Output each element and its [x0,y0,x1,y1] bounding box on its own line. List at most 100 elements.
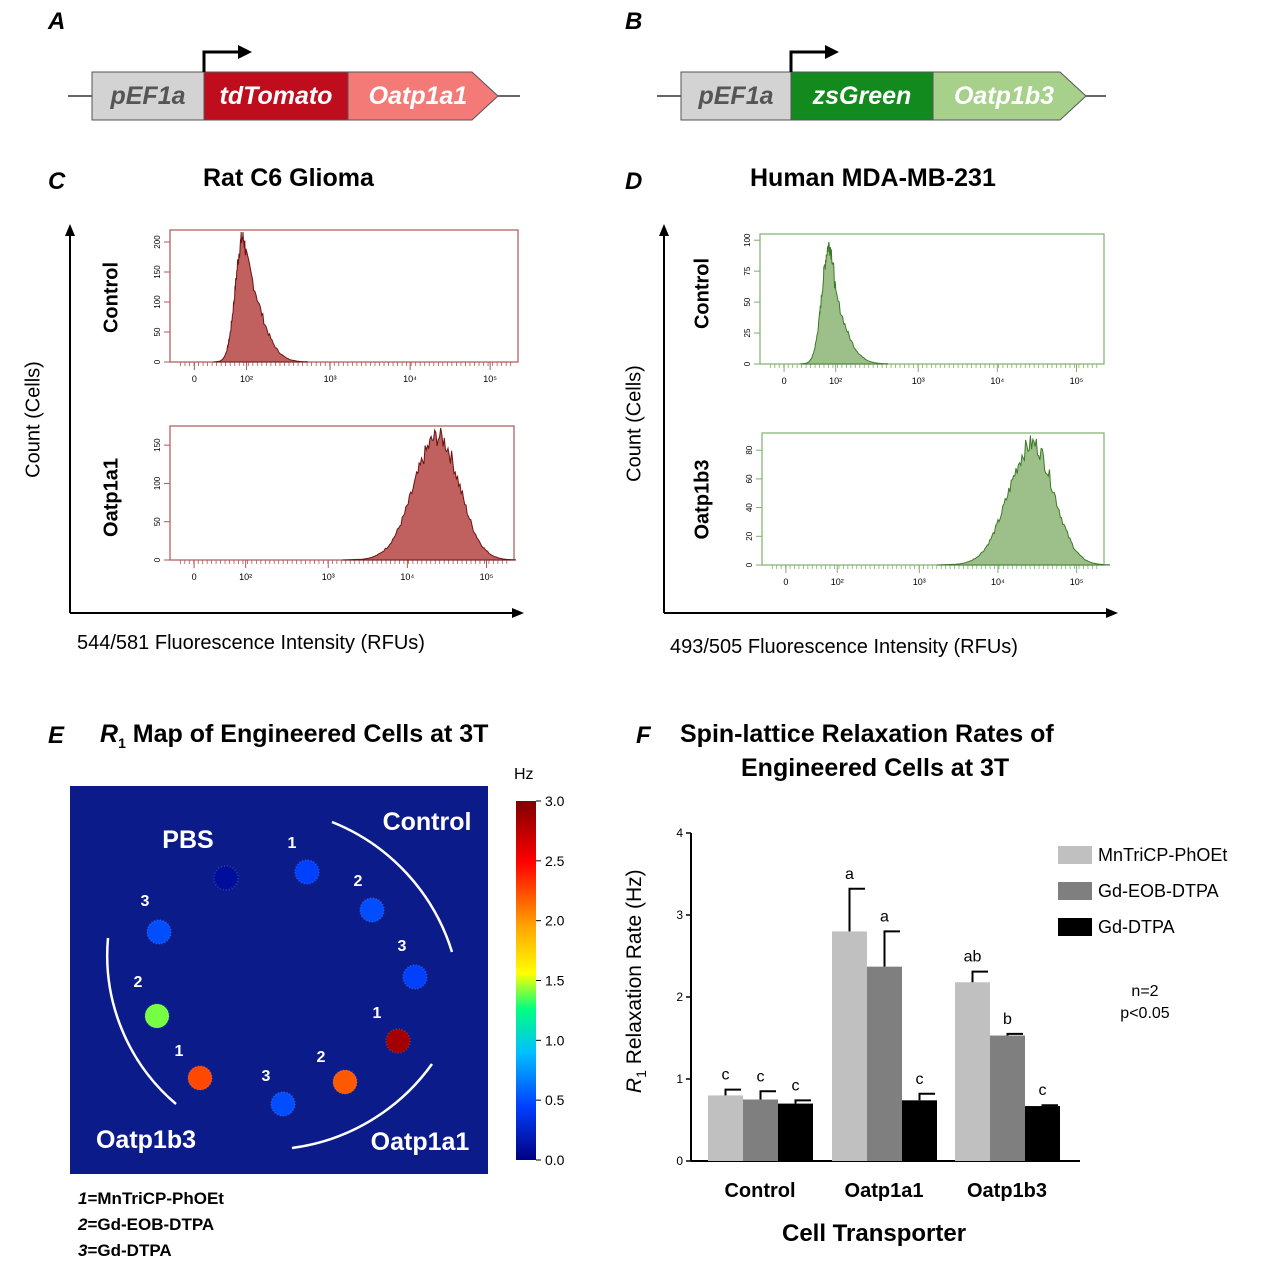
panel-label-c: C [48,168,66,195]
x-tick-label: 0 [782,376,787,386]
transporter-label: Oatp1a1 [369,82,468,110]
r1map-title-r: R [100,720,119,748]
sample-number: 3 [262,1068,271,1085]
flow-d-title: Human MDA-MB-231 [750,164,996,192]
sample-spot-texture [332,1069,358,1095]
key-name: =Gd-DTPA [87,1241,172,1260]
arrowhead-icon [659,224,669,236]
y-tick-label: 60 [745,474,754,483]
y-tick-label: 40 [745,503,754,512]
y-tick-label: 1 [676,1072,683,1086]
y-tick-label: 3 [676,908,683,922]
y-tick-label: 50 [743,297,752,306]
transporter-arrow [932,71,1087,121]
histogram-frame [169,229,519,363]
bar-chart: 0 1 2 3 4 c c c Control a a c Oatp1a1 ab b c Oatp1b3 MnTr… [676,826,1227,1202]
transporter-label: Oatp1b3 [954,82,1054,110]
significance-letter: a [845,866,854,883]
histogram-frame [761,432,1105,566]
legend-swatch [1058,846,1092,864]
y-tick-label: 0 [153,359,162,364]
bar [708,1095,743,1161]
bar [778,1103,813,1161]
x-tick-label: 0 [192,374,197,384]
transporter-arrow [347,71,499,121]
x-tick-label: 10⁴ [403,374,417,384]
significance-letter: c [722,1067,730,1084]
sample-number: 1 [288,835,297,852]
category-label: Control [724,1180,795,1202]
reporter-label: tdTomato [220,82,333,110]
x-tick-label: 10³ [912,376,925,386]
reporter-block [790,71,934,121]
group-label-oatp1b3: Oatp1b3 [96,1126,196,1154]
sample-spot [214,866,238,890]
x-tick-label: 10⁵ [483,374,497,384]
panel-label-b: B [625,8,643,35]
histogram-area [936,435,1110,566]
y-tick-label: 200 [153,235,162,249]
colorbar-tick-label: 1.5 [545,973,565,989]
colorbar [516,801,536,1160]
y-tick-label: 50 [153,517,162,526]
sample-spot-texture [144,1003,170,1029]
y-tick-label: 100 [153,295,162,309]
y-tick-label: 0 [676,1154,683,1168]
histogram-area [213,231,308,363]
stat-note: p<0.05 [1120,1005,1169,1022]
bar-chart-title-line2: Engineered Cells at 3T [741,754,1010,782]
panel-label-f: F [636,722,651,749]
arrowhead-icon [65,224,75,236]
r1map-title-rest: Map of Engineered Cells at 3T [125,720,489,748]
construct-b: pEF1a zsGreen Oatp1b3 [657,45,1106,121]
sample-spot-texture [402,964,428,990]
bar [867,966,902,1161]
x-tick-label: 10⁴ [400,572,414,582]
panel-label-a: A [48,8,66,35]
y-tick-label: 100 [743,233,752,247]
x-tick-label: 10² [240,374,253,384]
significance-letter: c [1039,1082,1047,1099]
key-item: 1=MnTriCP-PhOEt [78,1186,224,1212]
reporter-block [203,71,349,121]
x-tick-label: 10⁴ [990,376,1004,386]
x-tick-label: 0 [783,577,788,587]
promoter-block [680,71,792,121]
x-tick-label: 10³ [913,577,926,587]
arrowhead-icon [1106,608,1118,618]
bar [990,1035,1025,1161]
sample-spot-texture [270,1091,296,1117]
x-tick-label: 10⁵ [1070,577,1084,587]
bar [832,931,867,1161]
y-tick-label: 0 [745,562,754,567]
x-tick-label: 10² [239,572,252,582]
sample-spot [188,1066,212,1090]
sample-number: 1 [373,1005,382,1022]
x-tick-label: 10² [831,577,844,587]
key-item: 2=Gd-EOB-DTPA [78,1212,224,1238]
key-name: =Gd-EOB-DTPA [87,1215,215,1234]
r1map-title: R1 Map of Engineered Cells at 3T [100,720,488,751]
flow-c-xlabel: 544/581 Fluorescence Intensity (RFUs) [77,632,425,654]
significance-letter: c [757,1068,765,1085]
colorbar-unit: Hz [514,766,534,783]
flow-axes [65,224,1118,618]
sample-number: 2 [354,873,363,890]
histogram-area [341,427,516,561]
reporter-label: zsGreen [812,82,912,110]
key-num: 3 [78,1241,88,1260]
key-num: 2 [78,1215,88,1234]
bar [743,1099,778,1161]
sample-number: 3 [141,893,150,910]
x-tick-label: 10⁵ [1070,376,1084,386]
bar [955,982,990,1161]
legend-label: MnTriCP-PhOEt [1098,845,1227,865]
sample-spot [295,860,319,884]
bar [902,1100,937,1161]
panel-label-e: E [48,722,65,749]
significance-letter: c [916,1071,924,1088]
r1map-title-sub: 1 [118,735,126,751]
construct-diagrams: pEF1a tdTomato Oatp1a1 pEF1a zsGreen Oat… [68,45,1106,121]
x-tick-label: 10² [829,376,842,386]
legend-label: Gd-DTPA [1098,917,1175,937]
